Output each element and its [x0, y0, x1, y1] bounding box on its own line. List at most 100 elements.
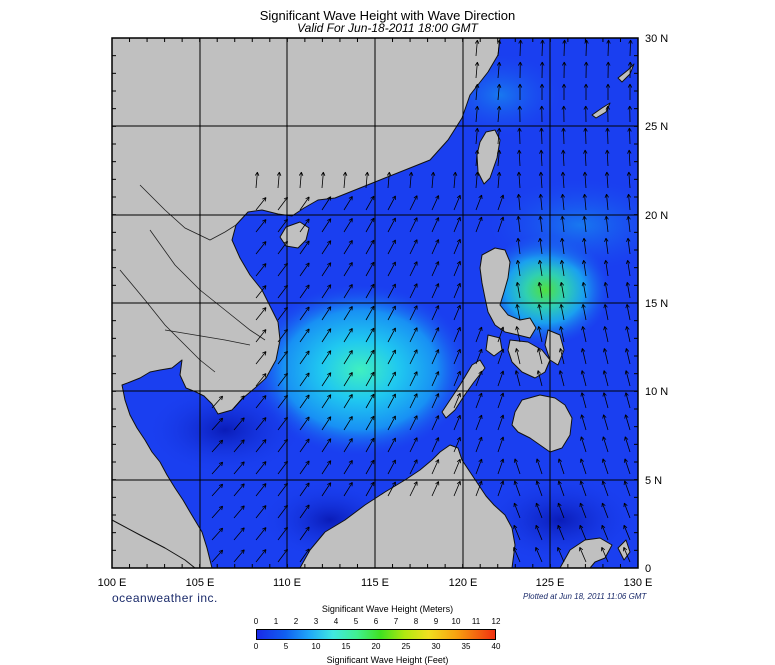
- wave-direction-arrow: [321, 284, 332, 299]
- wave-direction-arrow: [299, 306, 310, 321]
- wave-direction-arrow: [624, 370, 631, 387]
- x-label-130e: 130 E: [624, 577, 653, 589]
- colorbar-tick: 5: [353, 617, 359, 626]
- wave-direction-arrow: [211, 461, 224, 475]
- colorbar-tick: 7: [393, 617, 399, 626]
- wave-direction-arrow: [431, 415, 440, 431]
- wave-direction-arrow: [299, 482, 310, 497]
- wave-direction-arrow: [453, 282, 461, 299]
- wave-direction-arrow: [299, 548, 310, 563]
- wave-direction-arrow: [561, 127, 566, 145]
- wave-direction-arrow: [365, 481, 375, 497]
- wave-direction-arrow: [583, 149, 588, 167]
- wave-direction-arrow: [497, 216, 505, 233]
- wave-direction-arrow: [557, 524, 565, 541]
- wave-direction-arrow: [387, 371, 396, 387]
- colorbar-tick: 12: [491, 617, 501, 626]
- wave-direction-arrow: [255, 505, 267, 519]
- wave-direction-arrow: [475, 216, 483, 233]
- wave-direction-arrow: [299, 394, 310, 409]
- wave-direction-arrow: [474, 171, 480, 189]
- wave-direction-arrow: [579, 546, 587, 563]
- wave-direction-arrow: [343, 394, 353, 409]
- wave-direction-arrow: [453, 458, 461, 475]
- wave-direction-arrow: [321, 350, 332, 365]
- colorbar-feet-ticks: 0 5 10 15 20 25 30 35 40: [254, 642, 501, 654]
- wave-direction-arrow: [431, 459, 440, 475]
- wave-direction-arrow: [255, 483, 267, 497]
- wave-direction-arrow: [625, 348, 631, 365]
- wave-direction-arrow: [627, 105, 632, 123]
- sulawesi-north: [559, 537, 613, 568]
- wave-direction-arrow: [431, 195, 440, 211]
- colorbar-tick: 25: [401, 642, 411, 651]
- wave-direction-arrow: [580, 392, 587, 409]
- wave-low-region-gulf-of-thailand: [145, 385, 305, 475]
- wave-direction-arrow: [474, 39, 480, 57]
- wave-direction-arrow: [535, 480, 543, 497]
- wave-direction-arrow: [497, 348, 505, 365]
- wave-direction-arrow: [581, 326, 587, 343]
- wave-direction-arrow: [409, 239, 418, 255]
- wave-direction-arrow: [453, 414, 461, 431]
- wave-direction-arrow: [365, 371, 375, 387]
- wave-direction-arrow: [539, 105, 544, 123]
- wave-direction-arrow: [211, 417, 224, 431]
- wave-direction-arrow: [625, 259, 631, 277]
- wave-direction-arrow: [538, 237, 543, 255]
- wave-direction-arrow: [387, 239, 396, 255]
- wave-direction-arrow: [497, 194, 505, 211]
- wave-direction-arrow: [537, 259, 543, 277]
- wave-direction-arrow: [557, 546, 565, 563]
- wave-direction-arrow: [582, 215, 587, 233]
- wave-direction-arrow: [581, 348, 587, 365]
- wave-direction-arrow: [562, 39, 567, 57]
- wave-direction-arrow: [496, 105, 502, 123]
- wave-direction-arrow: [582, 193, 587, 211]
- wave-direction-arrow: [624, 436, 631, 453]
- wave-direction-arrow: [255, 351, 267, 365]
- wave-direction-arrow: [343, 262, 353, 277]
- colorbar-title-meters: Significant Wave Height (Meters): [321, 604, 454, 614]
- wave-direction-arrow: [603, 326, 609, 343]
- wave-direction-arrow: [496, 149, 502, 167]
- colorbar-meter-ticks: 0 1 2 3 4 5 6 7 8 9 10 11 12: [254, 617, 501, 629]
- wave-direction-arrow: [514, 370, 521, 387]
- wave-direction-arrow: [513, 458, 521, 475]
- colorbar: [256, 629, 496, 640]
- frame-ticks: [111, 37, 639, 569]
- wave-direction-arrow: [538, 193, 543, 211]
- wave-direction-arrow: [497, 326, 505, 343]
- wave-direction-arrow: [299, 284, 310, 299]
- wave-direction-arrow: [604, 171, 610, 189]
- wave-direction-arrow: [409, 305, 418, 321]
- wave-direction-arrow: [628, 61, 633, 79]
- wave-direction-arrow: [496, 83, 502, 101]
- wave-direction-arrow: [515, 259, 521, 277]
- wave-direction-arrow: [475, 458, 483, 475]
- wave-direction-arrow: [559, 281, 565, 299]
- wave-direction-arrow: [299, 526, 310, 541]
- wave-direction-arrow: [513, 480, 521, 497]
- wave-direction-arrow: [233, 461, 245, 475]
- wave-direction-arrow: [581, 281, 587, 299]
- wave-direction-arrow: [431, 393, 440, 409]
- wave-direction-arrow: [475, 414, 483, 431]
- wave-direction-arrow: [601, 458, 609, 475]
- wave-direction-arrow: [604, 193, 609, 211]
- wave-direction-arrow: [603, 348, 609, 365]
- wave-direction-arrow: [496, 171, 502, 189]
- wave-direction-arrow: [516, 215, 521, 233]
- wave-direction-arrow: [497, 414, 505, 431]
- wave-direction-arrow: [625, 326, 631, 343]
- wave-direction-arrow: [321, 196, 332, 211]
- wave-direction-arrow: [627, 127, 632, 145]
- wave-direction-arrow: [605, 127, 610, 145]
- wave-direction-arrow: [299, 350, 310, 365]
- wave-direction-arrow: [365, 283, 375, 299]
- wave-direction-arrow: [387, 349, 396, 365]
- wave-direction-arrow: [518, 61, 523, 79]
- wave-direction-arrow: [211, 549, 224, 563]
- wave-direction-arrow: [516, 171, 522, 189]
- wave-direction-arrow: [627, 83, 633, 100]
